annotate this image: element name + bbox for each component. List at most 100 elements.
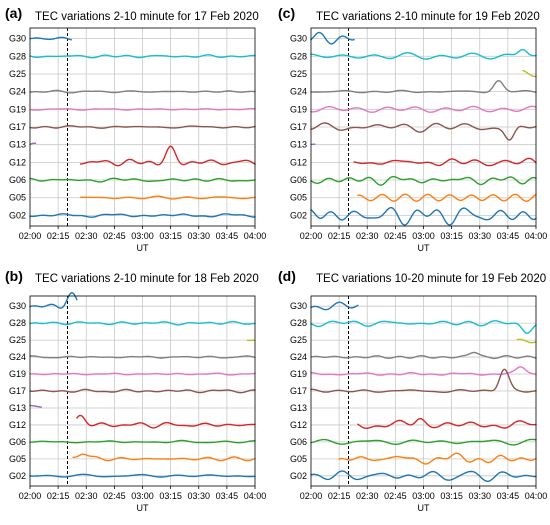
series-label: G13: [9, 403, 26, 413]
x-axis-label: UT: [137, 503, 149, 513]
series-line-g25: [516, 338, 537, 344]
x-tick-label: 02:15: [47, 491, 70, 501]
x-tick-label: 03:00: [131, 231, 154, 241]
series-line-g28: [310, 48, 537, 60]
series-line-g05: [338, 452, 537, 465]
series-label: G06: [9, 175, 26, 185]
chart-title: TEC variations 2-10 minute for 18 Feb 20…: [35, 273, 259, 285]
x-tick-label: 03:45: [216, 231, 239, 241]
x-tick-label: 02:45: [384, 231, 407, 241]
x-tick-label: 02:30: [356, 491, 379, 501]
chart-panel-3: (d) TEC variations 10-20 minute for 19 Fe…: [278, 268, 547, 513]
series-label: G25: [9, 69, 26, 79]
chart-title: TEC variations 2-10 minute for 17 Feb 20…: [35, 11, 259, 23]
series-label: G05: [9, 193, 26, 203]
x-tick-label: 02:30: [356, 231, 379, 241]
x-tick-label: 04:00: [525, 231, 548, 241]
series-line-g30: [29, 292, 78, 309]
series-label: G19: [290, 369, 307, 379]
x-tick-label: 03:00: [131, 491, 154, 501]
series-label: G24: [290, 87, 307, 97]
series-line-g19: [29, 107, 256, 111]
x-tick-label: 03:00: [412, 231, 435, 241]
x-tick-label: 03:30: [468, 491, 491, 501]
chart-panel-1: (b) TEC variations 2-10 minute for 18 Feb…: [5, 268, 266, 513]
series-line-g24: [29, 89, 256, 94]
panel-label: (c): [278, 5, 295, 21]
series-label: G13: [290, 403, 307, 413]
series-line-g02: [310, 470, 537, 482]
x-tick-label: 03:45: [216, 491, 239, 501]
series-line-g24: [310, 80, 537, 94]
series-line-g30: [310, 301, 359, 311]
series-label: G02: [9, 210, 26, 220]
x-tick-label: 03:30: [187, 491, 210, 501]
chart-title: TEC variations 2-10 minute for 19 Feb 20…: [316, 11, 540, 23]
series-line-g19: [310, 105, 537, 113]
series-line-g06: [29, 177, 256, 183]
series-label: G06: [290, 175, 307, 185]
series-line-g12: [76, 414, 256, 429]
x-axis-label: UT: [137, 243, 149, 253]
x-tick-label: 04:00: [525, 491, 548, 501]
series-label: G24: [9, 87, 26, 97]
series-line-g02: [29, 213, 256, 218]
panel-label: (d): [278, 268, 296, 284]
series-line-g02: [310, 207, 537, 226]
x-tick-label: 02:00: [300, 231, 323, 241]
series-label: G28: [290, 318, 307, 328]
series-line-g12: [79, 145, 256, 167]
x-tick-label: 02:45: [103, 231, 126, 241]
x-tick-label: 03:15: [159, 491, 182, 501]
series-line-g06: [310, 175, 537, 186]
series-label: G25: [9, 335, 26, 345]
x-tick-label: 03:00: [412, 491, 435, 501]
series-line-g13: [29, 404, 42, 408]
chart-title: TEC variations 10-20 minute for 19 Feb 2…: [316, 273, 546, 285]
x-tick-label: 02:00: [19, 491, 42, 501]
x-tick-label: 04:00: [244, 491, 267, 501]
series-line-g02: [29, 473, 256, 478]
x-tick-label: 02:15: [328, 491, 351, 501]
series-line-g12: [353, 157, 537, 167]
chart-panel-2: (c) TEC variations 2-10 minute for 19 Feb…: [278, 5, 547, 253]
series-line-g06: [29, 439, 256, 444]
x-tick-label: 02:45: [103, 491, 126, 501]
series-label: G12: [290, 420, 307, 430]
series-line-g17: [29, 388, 256, 394]
series-line-g30: [29, 36, 72, 41]
series-label: G13: [290, 140, 307, 150]
series-label: G19: [290, 104, 307, 114]
series-label: G24: [290, 352, 307, 362]
series-label: G02: [290, 210, 307, 220]
series-label: G02: [9, 471, 26, 481]
chart-panel-0: (a) TEC variations 2-10 minute for 17 Feb…: [5, 5, 266, 253]
series-label: G05: [290, 454, 307, 464]
series-line-g12: [357, 417, 537, 429]
series-label: G28: [290, 51, 307, 61]
series-line-g05: [79, 195, 256, 200]
series-label: G17: [9, 122, 26, 132]
series-line-g06: [310, 438, 537, 446]
series-line-g24: [29, 355, 256, 359]
x-tick-label: 03:45: [497, 231, 520, 241]
x-tick-label: 03:15: [440, 231, 463, 241]
series-line-g19: [29, 372, 256, 376]
series-label: G28: [9, 318, 26, 328]
series-label: G12: [9, 420, 26, 430]
series-label: G30: [9, 34, 26, 44]
x-axis-label: UT: [418, 243, 430, 253]
x-tick-label: 02:45: [384, 491, 407, 501]
series-label: G02: [290, 471, 307, 481]
x-tick-label: 03:45: [497, 491, 520, 501]
series-label: G30: [290, 301, 307, 311]
series-line-g17: [310, 368, 537, 393]
x-tick-label: 02:30: [75, 231, 98, 241]
x-axis-label: UT: [418, 503, 430, 513]
series-line-g13: [29, 142, 37, 146]
series-label: G13: [9, 140, 26, 150]
x-tick-label: 02:30: [75, 491, 98, 501]
series-label: G30: [9, 301, 26, 311]
series-label: G12: [290, 157, 307, 167]
